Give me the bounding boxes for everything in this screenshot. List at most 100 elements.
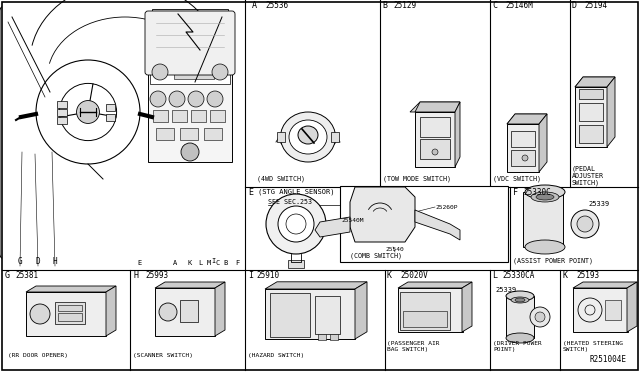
Circle shape (181, 143, 199, 161)
Text: (4WD SWITCH): (4WD SWITCH) (257, 176, 305, 182)
Polygon shape (575, 77, 615, 87)
Bar (210, 110, 225, 122)
Circle shape (77, 100, 99, 124)
Bar (511, 131, 535, 147)
Bar (579, 125, 603, 143)
Bar (523, 192, 563, 247)
Text: C: C (216, 260, 220, 266)
Bar (506, 296, 534, 338)
Text: K: K (563, 271, 568, 280)
Bar (270, 293, 310, 337)
Text: 25330C: 25330C (523, 188, 551, 197)
Text: 25193: 25193 (576, 271, 599, 280)
Polygon shape (106, 286, 116, 336)
Bar (277, 132, 285, 142)
Bar (573, 288, 628, 332)
Bar (150, 60, 230, 84)
Text: (HAZARD SWITCH): (HAZARD SWITCH) (248, 353, 304, 358)
Bar (579, 103, 603, 121)
Text: K: K (188, 260, 192, 266)
Ellipse shape (511, 297, 529, 303)
Bar (172, 110, 187, 122)
Bar (315, 296, 340, 334)
Bar (331, 132, 339, 142)
Bar (415, 112, 455, 167)
Bar (26, 292, 106, 336)
Text: D: D (36, 257, 40, 266)
Bar (420, 139, 450, 159)
Polygon shape (355, 282, 367, 339)
Circle shape (522, 155, 528, 161)
Bar (156, 128, 174, 140)
Circle shape (577, 216, 593, 232)
Text: A: A (252, 1, 257, 10)
Text: (STG ANGLE SENSOR): (STG ANGLE SENSOR) (258, 188, 335, 195)
Text: (SCANNER SWITCH): (SCANNER SWITCH) (133, 353, 193, 358)
Polygon shape (155, 282, 225, 288)
FancyBboxPatch shape (145, 11, 235, 75)
Text: L: L (198, 260, 202, 266)
Bar (152, 9, 228, 57)
Circle shape (152, 64, 168, 80)
Text: L: L (492, 271, 497, 280)
Bar (318, 334, 326, 340)
Text: 25910: 25910 (256, 271, 279, 280)
Bar (204, 128, 222, 140)
Text: 25993: 25993 (145, 271, 168, 280)
Circle shape (188, 91, 204, 107)
Bar (400, 292, 450, 330)
Text: B: B (382, 1, 387, 10)
Text: 25146M: 25146M (505, 1, 532, 10)
Ellipse shape (531, 192, 559, 202)
Text: (PEDAL
ADJUSTER
SWITCH): (PEDAL ADJUSTER SWITCH) (572, 165, 604, 186)
Bar (106, 114, 115, 121)
Circle shape (571, 210, 599, 238)
Text: H: H (52, 257, 58, 266)
Polygon shape (627, 282, 637, 332)
Text: 25536: 25536 (265, 1, 288, 10)
Text: I: I (248, 271, 253, 280)
Bar (575, 87, 607, 147)
Polygon shape (215, 282, 225, 336)
Bar (57, 101, 67, 108)
Text: H: H (133, 271, 138, 280)
Bar (58, 313, 82, 321)
Text: (VDC SWITCH): (VDC SWITCH) (493, 176, 541, 182)
Circle shape (530, 307, 550, 327)
Text: G: G (18, 257, 22, 266)
Text: 25129: 25129 (393, 1, 416, 10)
Bar (605, 300, 621, 320)
Bar (180, 300, 198, 322)
Text: 25339: 25339 (495, 287, 516, 293)
Bar (507, 124, 539, 172)
Polygon shape (26, 286, 116, 292)
Bar (420, 117, 450, 137)
Text: 25339: 25339 (588, 201, 609, 207)
Ellipse shape (536, 194, 554, 200)
Ellipse shape (525, 240, 565, 254)
Text: C: C (492, 1, 497, 10)
Polygon shape (398, 282, 472, 288)
Text: (PASSENGER AIR
BAG SWITCH): (PASSENGER AIR BAG SWITCH) (387, 341, 440, 352)
Text: (DRIVER POWER
POINT): (DRIVER POWER POINT) (493, 341, 541, 352)
Bar (55, 302, 85, 324)
Text: M: M (207, 260, 211, 266)
Text: 25540M: 25540M (341, 218, 364, 222)
Ellipse shape (280, 112, 335, 162)
Text: K: K (387, 271, 392, 280)
Text: E: E (248, 188, 253, 197)
Circle shape (535, 312, 545, 322)
Polygon shape (507, 114, 547, 124)
Bar (265, 289, 355, 339)
Circle shape (30, 304, 50, 324)
Polygon shape (539, 114, 547, 172)
Polygon shape (265, 282, 367, 289)
Text: (COMB SWITCH): (COMB SWITCH) (350, 253, 402, 259)
Bar (288, 260, 304, 268)
Ellipse shape (506, 333, 534, 343)
Circle shape (278, 206, 314, 242)
Polygon shape (315, 217, 350, 237)
Bar (174, 65, 214, 79)
Polygon shape (415, 210, 460, 240)
Circle shape (212, 64, 228, 80)
